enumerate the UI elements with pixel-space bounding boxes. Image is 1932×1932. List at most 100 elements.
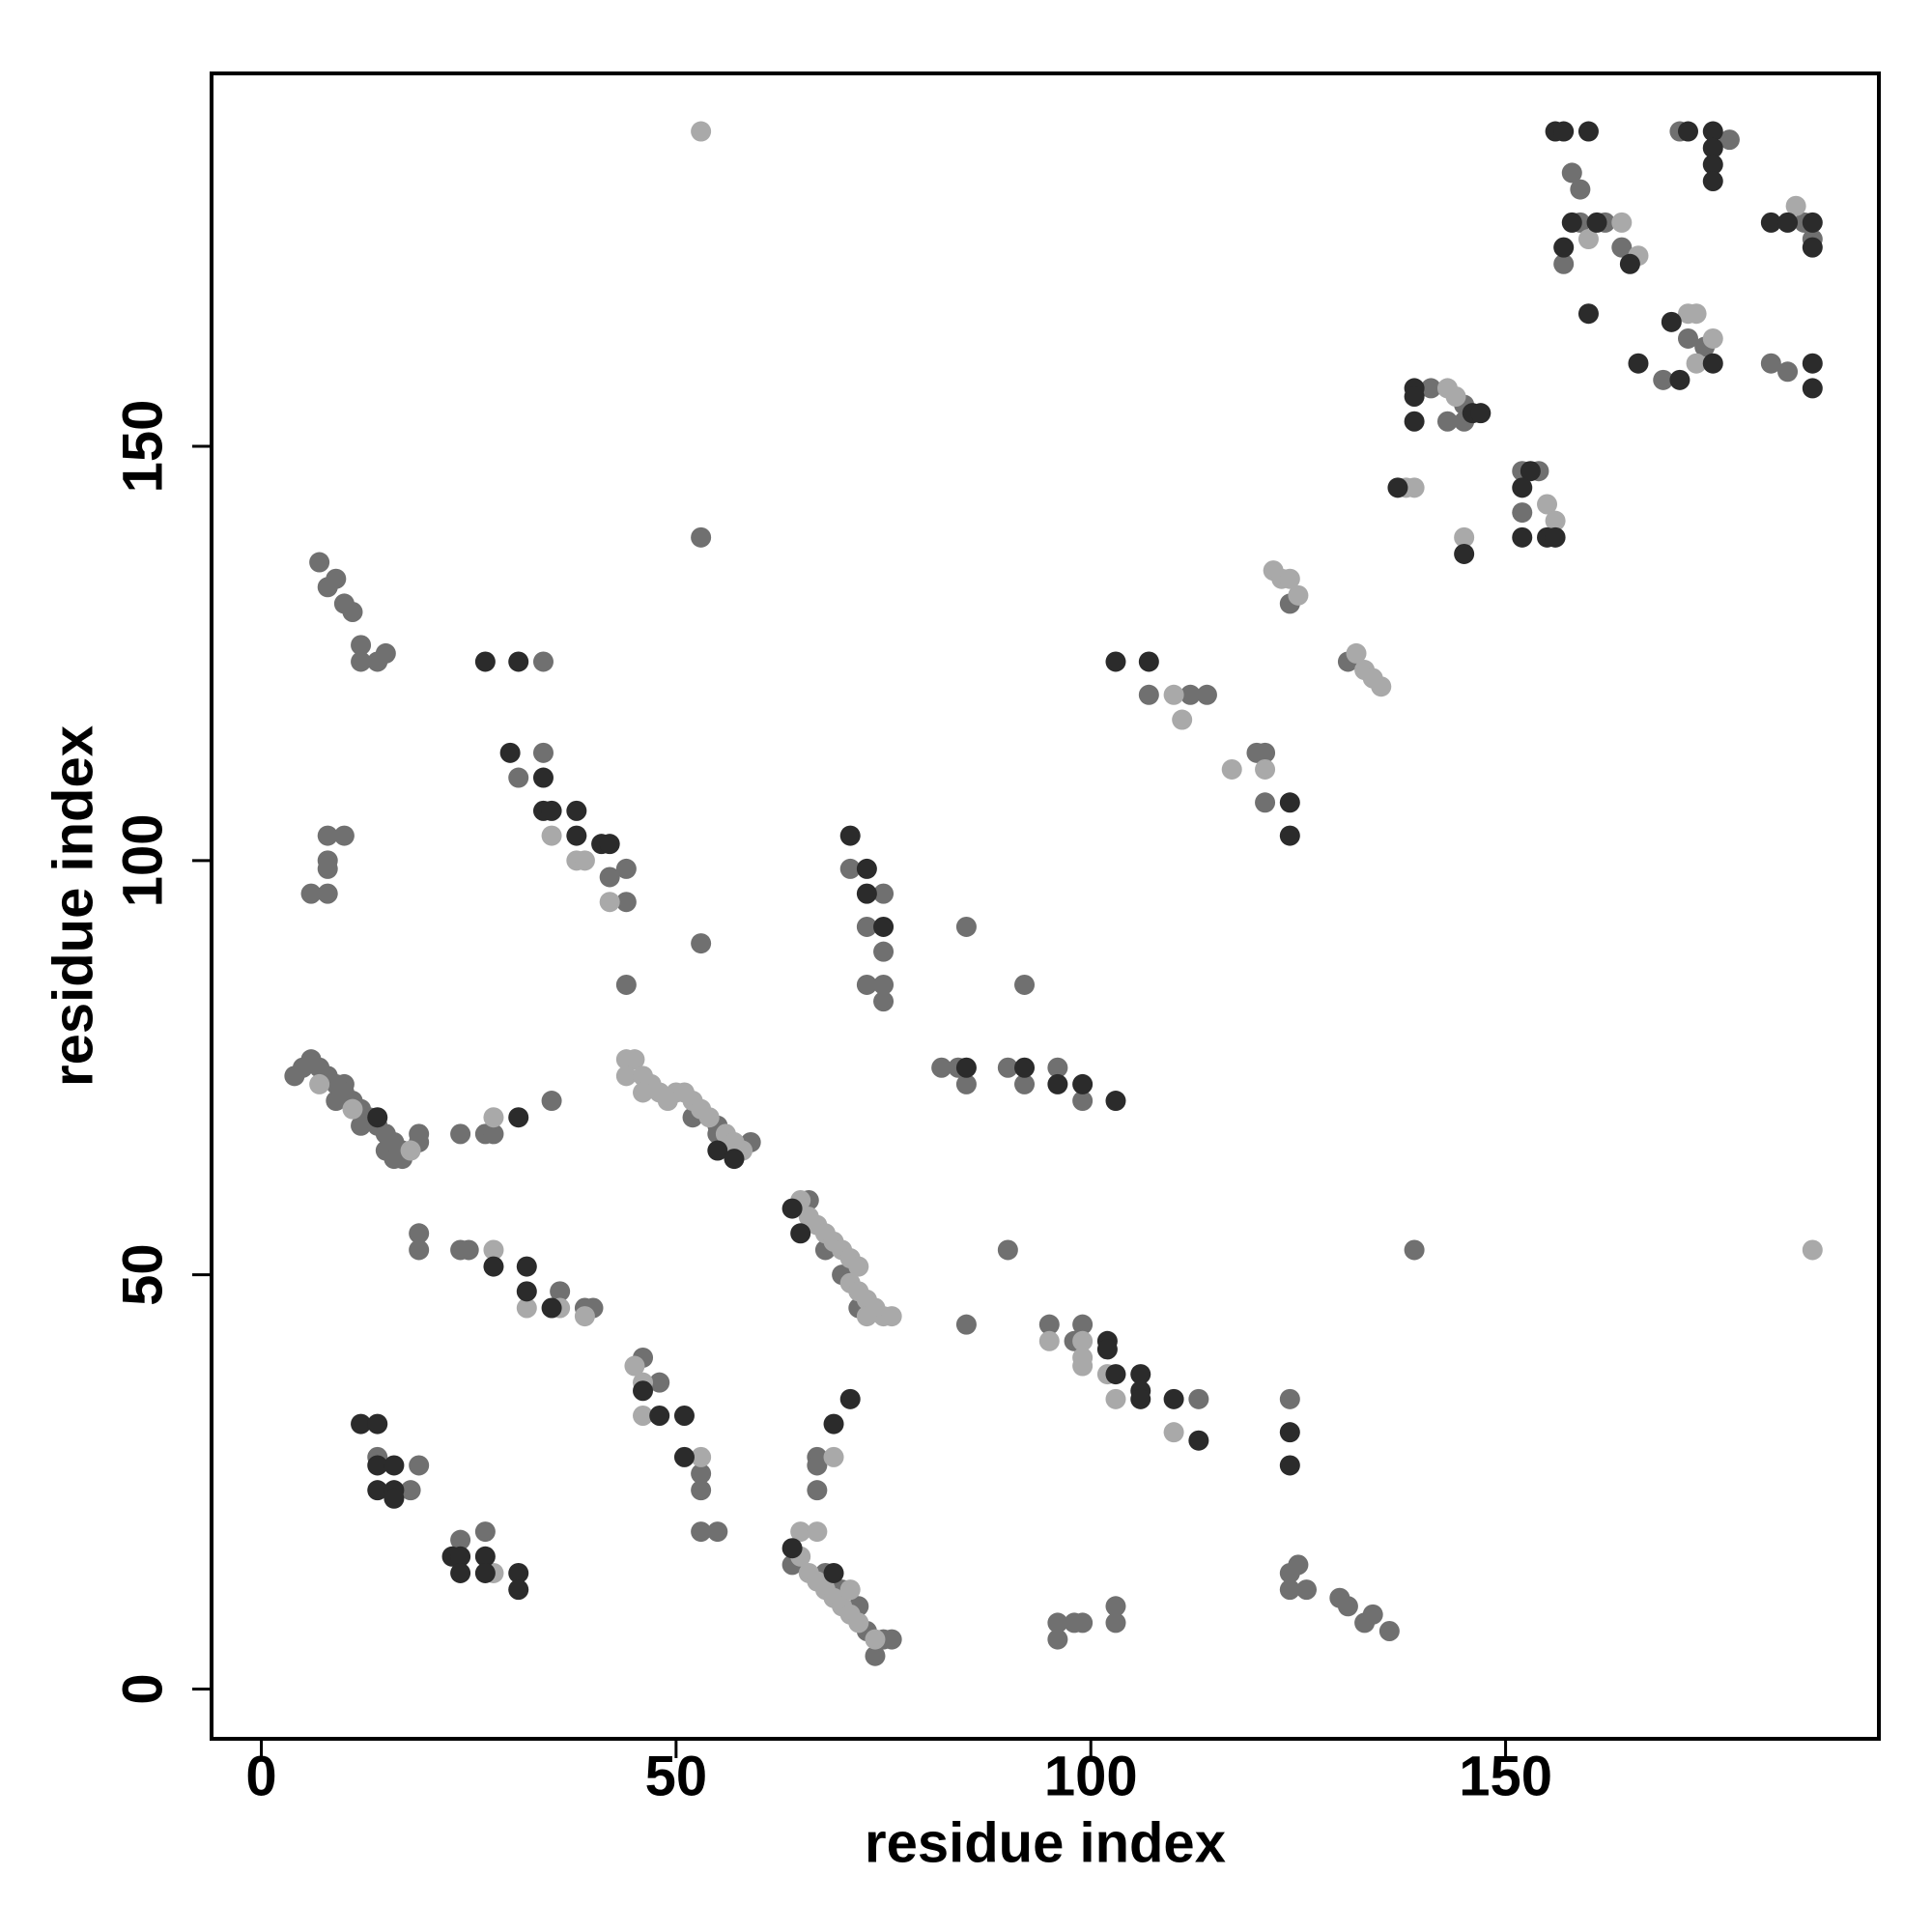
point — [1014, 1057, 1036, 1078]
point — [483, 1239, 504, 1261]
point — [615, 974, 637, 995]
point — [516, 1256, 537, 1277]
point — [790, 1521, 811, 1543]
point — [1337, 1596, 1358, 1617]
point — [574, 1306, 595, 1327]
point — [807, 1521, 828, 1543]
point — [1760, 353, 1781, 374]
point — [823, 1413, 844, 1435]
point — [1436, 411, 1458, 432]
point — [1404, 411, 1425, 432]
point — [508, 651, 529, 672]
point — [599, 867, 620, 888]
x-tick-label: 0 — [245, 1745, 276, 1807]
point — [574, 850, 595, 871]
point — [1785, 195, 1806, 216]
point — [516, 1281, 537, 1302]
point — [839, 858, 861, 879]
point — [1255, 758, 1276, 780]
point — [1677, 121, 1698, 142]
point — [823, 1562, 844, 1583]
point — [1686, 353, 1707, 374]
x-tick-label: 50 — [645, 1745, 708, 1807]
point — [474, 651, 496, 672]
point — [450, 1562, 471, 1583]
point — [865, 1629, 886, 1650]
point — [873, 916, 895, 937]
point — [1454, 526, 1475, 548]
point — [691, 526, 712, 548]
point — [1586, 212, 1607, 233]
point — [1014, 974, 1036, 995]
point — [1047, 1057, 1068, 1078]
point — [1346, 642, 1367, 664]
point — [1619, 253, 1640, 274]
point — [1188, 1430, 1209, 1451]
point — [724, 1149, 745, 1170]
y-tick-label: 50 — [111, 1243, 174, 1306]
point — [1570, 179, 1591, 200]
point — [384, 1488, 405, 1509]
point — [1038, 1314, 1060, 1335]
point — [931, 1057, 952, 1078]
point — [624, 1049, 645, 1070]
point — [1038, 1330, 1060, 1351]
point — [409, 1239, 430, 1261]
point — [1545, 510, 1566, 531]
point — [1279, 825, 1300, 846]
point — [351, 1413, 372, 1435]
point — [1611, 212, 1633, 233]
point — [333, 1082, 355, 1103]
point — [342, 1098, 363, 1120]
point — [1072, 1091, 1094, 1112]
point — [1661, 311, 1682, 332]
point — [1163, 1422, 1184, 1443]
point — [707, 1140, 728, 1161]
point — [1404, 1239, 1425, 1261]
x-tick-label: 100 — [1044, 1745, 1138, 1807]
point — [317, 825, 338, 846]
point — [541, 1297, 562, 1319]
point — [1454, 543, 1475, 564]
point — [309, 1073, 330, 1094]
point — [1221, 758, 1242, 780]
point — [1702, 327, 1723, 349]
point — [865, 1645, 886, 1666]
point — [499, 742, 521, 763]
point — [1512, 502, 1533, 524]
point — [1072, 1314, 1094, 1335]
point — [474, 1546, 496, 1567]
point — [483, 1107, 504, 1128]
point — [566, 800, 587, 821]
point — [1512, 477, 1533, 498]
y-tick-label: 0 — [111, 1673, 174, 1704]
plot-frame — [210, 71, 1881, 1741]
point — [1561, 212, 1582, 233]
point — [1105, 1388, 1126, 1409]
point — [1105, 651, 1126, 672]
point — [1387, 477, 1408, 498]
point — [1288, 1554, 1309, 1576]
point — [541, 825, 562, 846]
point — [691, 1480, 712, 1501]
point — [1702, 121, 1723, 142]
point — [483, 1123, 504, 1145]
point — [1255, 742, 1276, 763]
point — [881, 1629, 902, 1650]
point — [1179, 684, 1201, 705]
point — [1288, 584, 1309, 606]
point — [300, 883, 322, 904]
point — [508, 1107, 529, 1128]
x-tick-label: 150 — [1459, 1745, 1552, 1807]
point — [1702, 154, 1723, 175]
point — [955, 1057, 977, 1078]
point — [1362, 1604, 1383, 1625]
point — [1371, 676, 1392, 697]
point — [1702, 137, 1723, 158]
point — [1677, 327, 1698, 349]
point — [566, 825, 587, 846]
point — [873, 974, 895, 995]
point — [508, 767, 529, 788]
point — [1105, 1612, 1126, 1634]
point — [309, 552, 330, 573]
